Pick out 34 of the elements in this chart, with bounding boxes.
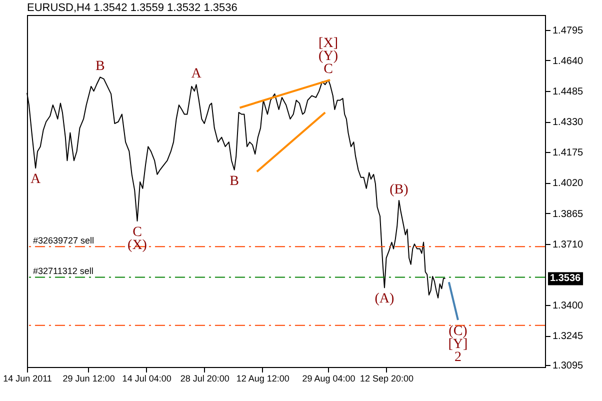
- x-tick-label: 29 Aug 04:00: [302, 374, 356, 384]
- y-tick-label: 1.4020: [552, 178, 584, 190]
- annotation: B: [230, 174, 240, 189]
- y-tick-label: 1.3245: [552, 331, 584, 342]
- y-tick-label: 1.4175: [552, 148, 584, 159]
- y-tick-label: 1.4330: [552, 117, 584, 128]
- y-tick-label: 1.3095: [552, 360, 584, 372]
- annotation: [Y]: [448, 337, 468, 352]
- x-tick-label: 12 Aug 12:00: [236, 374, 290, 384]
- y-tick-label: 1.3400: [552, 300, 584, 312]
- annotation: C: [132, 224, 142, 240]
- y-tick-label: 1.3710: [552, 239, 584, 250]
- y-tick-label: 1.4795: [552, 25, 584, 36]
- annotation: 2: [454, 350, 462, 366]
- x-tick-label: 14 Jun 2011: [3, 374, 52, 384]
- ref-line-label: #32639727 sell: [33, 236, 94, 246]
- y-tick-label: 1.4485: [552, 86, 584, 98]
- annotation: (C): [448, 324, 468, 340]
- x-tick-label: 29 Jun 12:00: [62, 374, 115, 384]
- y-tick-label: 1.4640: [552, 56, 584, 67]
- ref-line-label: #32711312 sell: [33, 266, 94, 276]
- annotation: (Y): [318, 48, 338, 64]
- x-tick-label: 12 Sep 20:00: [360, 374, 414, 384]
- x-tick-label: 14 Jul 04:00: [122, 374, 172, 384]
- annotation: A: [30, 172, 42, 188]
- annotation: B: [96, 59, 105, 74]
- annotation: (B): [390, 182, 409, 198]
- x-tick-label: 28 Jul 20:00: [180, 374, 230, 384]
- annotation: C: [324, 62, 333, 77]
- chart-title: EURUSD,H4 1.3542 1.3559 1.3532 1.3536: [27, 2, 238, 14]
- annotation: A: [191, 66, 202, 82]
- annotation: [X]: [318, 36, 338, 51]
- annotation: (A): [374, 292, 395, 307]
- y-tick-label: 1.3865: [552, 208, 584, 220]
